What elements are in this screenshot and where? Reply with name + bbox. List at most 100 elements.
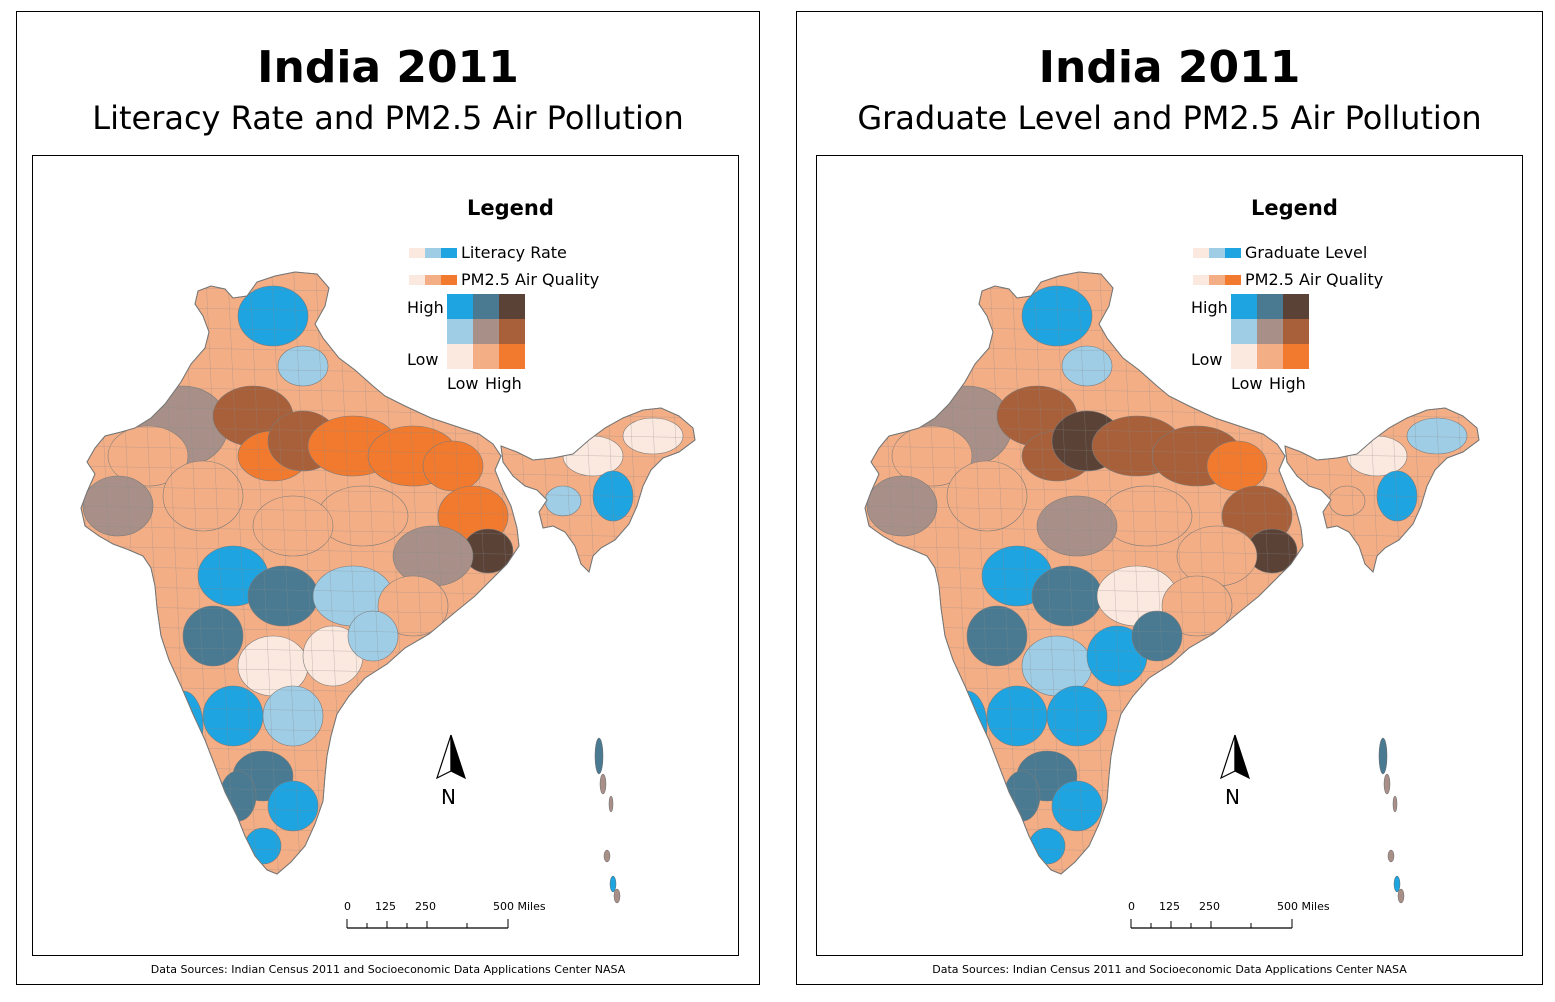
district-region xyxy=(347,610,399,662)
map-subtitle: Literacy Rate and PM2.5 Air Pollution xyxy=(92,99,684,137)
map-frame: Legend Graduate Level PM2.5 Air Quality … xyxy=(816,155,1523,956)
district-region xyxy=(237,285,309,347)
legend: Legend Literacy Rate PM2.5 Air Quality H… xyxy=(407,196,629,396)
island xyxy=(1387,849,1395,863)
legend-axis-low-x: Low xyxy=(1231,374,1263,393)
legend-cell xyxy=(447,319,473,344)
bivariate-legend-grid xyxy=(447,294,525,369)
legend-cell xyxy=(1283,294,1309,319)
legend-axis-high: High xyxy=(407,298,444,317)
island xyxy=(1397,888,1405,904)
legend-cell xyxy=(499,294,525,319)
district-region xyxy=(544,485,582,517)
district-region xyxy=(107,425,189,487)
legend-cell xyxy=(473,294,499,319)
north-label: N xyxy=(441,785,456,809)
island xyxy=(1393,875,1401,893)
legend-cell xyxy=(1231,319,1257,344)
map-panel-graduate: India 2011 Graduate Level and PM2.5 Air … xyxy=(796,11,1543,985)
island xyxy=(613,888,621,904)
scale-bar: 0 125 250 500 Miles xyxy=(343,900,563,930)
district-region xyxy=(1206,440,1268,492)
district-region xyxy=(377,575,449,637)
district-region xyxy=(277,345,329,387)
scale-label-125: 125 xyxy=(1159,900,1180,913)
scale-bar-line xyxy=(346,919,509,929)
north-arrow-icon xyxy=(435,734,467,780)
district-region xyxy=(422,440,484,492)
legend-cell xyxy=(473,344,499,369)
scale-bar: 0 125 250 500 Miles xyxy=(1127,900,1347,930)
legend-var1-row: Graduate Level xyxy=(1193,244,1367,260)
legend-title: Legend xyxy=(467,196,554,220)
legend-cell xyxy=(447,344,473,369)
legend-swatch-var2-mid xyxy=(1209,274,1225,285)
legend-var2-row: PM2.5 Air Quality xyxy=(1193,271,1383,287)
legend-cell xyxy=(1257,319,1283,344)
district-region xyxy=(247,565,319,627)
map-title: India 2011 xyxy=(1038,42,1301,93)
data-source-note: Data Sources: Indian Census 2011 and Soc… xyxy=(150,963,626,976)
island xyxy=(608,795,614,813)
district-region xyxy=(1021,285,1093,347)
district-region xyxy=(1161,575,1233,637)
india-choropleth-map xyxy=(80,271,696,904)
island xyxy=(594,737,604,775)
district-region xyxy=(1051,780,1103,832)
legend-axis-low-x: Low xyxy=(447,374,479,393)
legend-axis-low: Low xyxy=(1191,350,1223,369)
legend-cell xyxy=(1257,344,1283,369)
legend-var1-label: Graduate Level xyxy=(1245,242,1368,262)
north-arrow-icon xyxy=(1219,734,1251,780)
district-region xyxy=(1131,610,1183,662)
legend-cell xyxy=(1257,294,1283,319)
legend-cell xyxy=(1231,344,1257,369)
legend-cell xyxy=(1283,344,1309,369)
island xyxy=(1378,737,1388,775)
map-frame: Legend Literacy Rate PM2.5 Air Quality H… xyxy=(32,155,739,956)
legend-cell xyxy=(1231,294,1257,319)
island xyxy=(1383,773,1391,795)
bivariate-legend-grid xyxy=(1231,294,1309,369)
scale-label-250: 250 xyxy=(415,900,436,913)
district-region xyxy=(1003,770,1041,822)
country-outline xyxy=(500,407,696,573)
district-region xyxy=(252,495,334,557)
legend-axis-low: Low xyxy=(407,350,439,369)
scale-label-0: 0 xyxy=(1128,900,1135,913)
scale-label-500: 500 Miles xyxy=(1277,900,1330,913)
legend-axis-high-x: High xyxy=(1269,374,1306,393)
island xyxy=(603,849,611,863)
district-region xyxy=(946,690,988,762)
country-outline xyxy=(864,271,1304,875)
scale-label-500: 500 Miles xyxy=(493,900,546,913)
north-arrow: N xyxy=(1217,733,1257,813)
legend-swatch-var1-high xyxy=(1225,247,1241,258)
legend-cell xyxy=(499,319,525,344)
legend-swatch-var1-high xyxy=(441,247,457,258)
scale-label-0: 0 xyxy=(344,900,351,913)
district-region xyxy=(1031,565,1103,627)
data-source-note: Data Sources: Indian Census 2011 and Soc… xyxy=(932,963,1407,976)
legend-title: Legend xyxy=(1251,196,1338,220)
country-outline xyxy=(1284,407,1480,573)
legend-axis-high-x: High xyxy=(485,374,522,393)
district-region xyxy=(219,770,257,822)
district-region xyxy=(946,460,1028,532)
scale-bar-line xyxy=(1130,919,1293,929)
district-region xyxy=(1061,345,1113,387)
legend-swatch-var2-mid xyxy=(425,274,441,285)
map-title: India 2011 xyxy=(257,42,519,93)
district-region xyxy=(966,605,1028,667)
island xyxy=(599,773,607,795)
district-region xyxy=(1406,417,1468,455)
map-panel-literacy: India 2011 Literacy Rate and PM2.5 Air P… xyxy=(16,11,760,985)
legend-swatch-var2-high xyxy=(441,274,457,285)
legend-axis-high: High xyxy=(1191,298,1228,317)
district-region xyxy=(162,460,244,532)
legend-var2-label: PM2.5 Air Quality xyxy=(461,269,600,289)
district-region xyxy=(267,780,319,832)
scale-label-125: 125 xyxy=(375,900,396,913)
legend-cell xyxy=(473,319,499,344)
north-arrow: N xyxy=(433,733,473,813)
